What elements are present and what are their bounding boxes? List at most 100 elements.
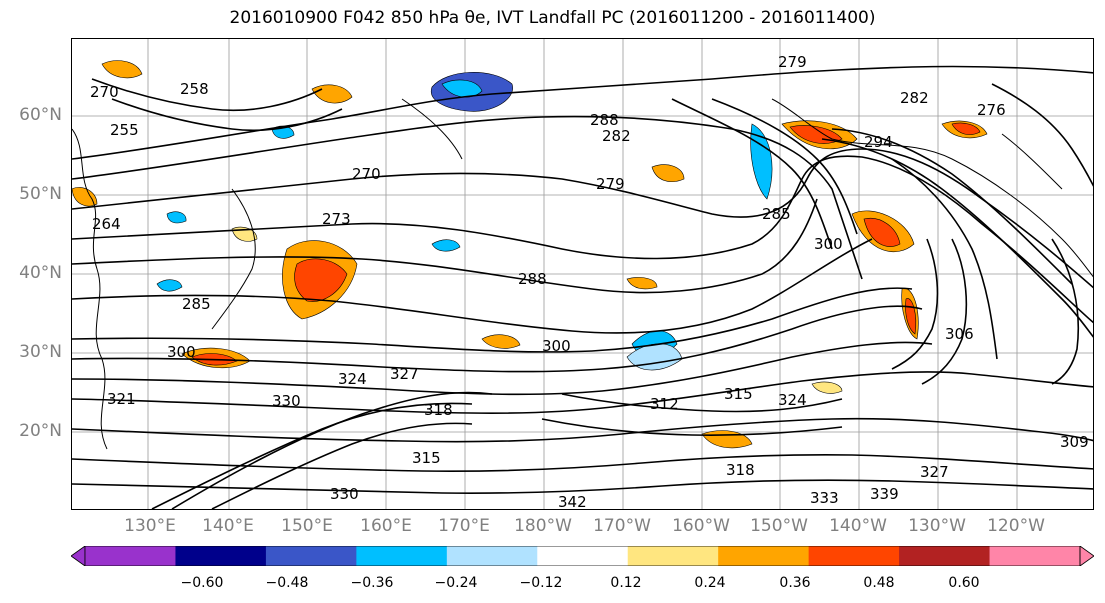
contour-label: 339 [870,485,899,503]
contour-label: 285 [762,205,791,223]
contour-labels: 270 258 255 264 270 273 285 288 300 300 … [90,53,1089,510]
contour-label: 321 [107,390,136,408]
positive-patch [626,277,658,290]
colorbar-segment [537,546,629,566]
theta-e-contours [72,65,1093,509]
colorbar-tick-label: 0.36 [779,575,811,591]
contour-label: 255 [110,121,139,139]
positive-patch [789,125,843,144]
colorbar-outline [84,546,1081,566]
contour-label: 318 [726,461,755,479]
colorbar-tick-label: 0.12 [610,575,642,591]
map-canvas: 270 258 255 264 270 273 285 288 300 300 … [72,39,1093,510]
lon-label: 140°E [202,516,254,536]
contour-label: 315 [724,385,753,403]
lon-label: 150°E [281,516,333,536]
contour-label: 324 [338,370,367,388]
negative-patch [441,79,483,98]
negative-patch [750,123,773,200]
lon-label: 160°E [360,516,412,536]
contour-label: 282 [900,89,929,107]
contour-label: 273 [322,210,351,228]
lon-label: 120°W [987,516,1045,536]
colorbar-segment [718,546,810,566]
colorbar [71,546,1094,566]
contour-label: 294 [864,133,893,151]
contour-label: 258 [180,80,209,98]
negative-patch [431,239,461,252]
colorbar-tick-label: −0.60 [180,575,224,591]
contour-label: 270 [352,165,381,183]
positive-patch [72,187,98,207]
lon-label: 160°W [672,516,730,536]
contour-label: 309 [1060,433,1089,451]
negative-patch [166,211,187,224]
contour-label: 288 [590,111,619,129]
positive-patch [481,334,521,349]
colorbar-extend-low [71,546,86,566]
lon-label: 170°E [438,516,490,536]
contour-label: 330 [272,392,301,410]
lon-label: 180°W [514,516,572,536]
contour-label: 264 [92,215,121,233]
positive-patch [311,84,353,104]
contour-label: 285 [182,295,211,313]
contour-label: 306 [945,325,974,343]
colorbar-tick-label: 0.24 [694,575,726,591]
contour-label: 312 [650,395,679,413]
positive-patch [951,122,981,135]
lat-label: 20°N [19,421,62,441]
contour-label: 288 [518,270,547,288]
contour-label: 279 [596,175,625,193]
shaded-anomaly-patches [72,60,988,449]
colorbar-segment [85,546,176,566]
lat-label: 40°N [19,263,62,283]
positive-patch [651,164,685,182]
contour-label: 282 [602,127,631,145]
colorbar-tick-label: −0.24 [434,575,478,591]
colorbar-tick-label: −0.12 [519,575,563,591]
coastlines [72,98,1093,450]
lon-label: 170°W [593,516,651,536]
positive-patch [863,217,901,247]
contour-label: 318 [424,401,453,419]
positive-patch [811,381,843,394]
contour-label: 279 [778,53,807,71]
positive-patch [294,258,348,302]
colorbar-tick-label: −0.36 [350,575,394,591]
positive-patch [701,430,753,449]
contour-label: 300 [542,337,571,355]
colorbar-segment [989,546,1081,566]
contour-label: 270 [90,83,119,101]
lon-label: 140°W [829,516,887,536]
lat-label: 30°N [19,342,62,362]
contour-label: 333 [810,489,839,507]
contour-label: 327 [920,463,949,481]
colorbar-segment [265,546,357,566]
colorbar-extend-high [1079,546,1094,566]
map-title: 2016010900 F042 850 hPa θe, IVT Landfall… [229,8,876,28]
lon-label: 130°E [124,516,176,536]
lat-label: 60°N [19,105,62,125]
colorbar-tick-label: 0.60 [948,575,980,591]
lon-label: 130°W [908,516,966,536]
colorbar-tick-label: −0.48 [265,575,309,591]
map-panel: 270 258 255 264 270 273 285 288 300 300 … [71,38,1094,510]
colorbar-segment [627,546,719,566]
colorbar-segment [446,546,538,566]
contour-label: 324 [778,391,807,409]
colorbar-segment [808,546,900,566]
contour-label: 342 [558,493,587,510]
lon-label: 150°W [750,516,808,536]
contour-label: 276 [977,101,1006,119]
contour-label: 327 [390,365,419,383]
contour-label: 330 [330,485,359,503]
colorbar-segment [899,546,991,566]
contour-label: 300 [814,235,843,253]
positive-patch [101,60,143,79]
colorbar-segment [175,546,267,566]
lat-label: 50°N [19,184,62,204]
contour-label: 300 [167,343,196,361]
contour-label: 315 [412,449,441,467]
colorbar-segment [356,546,448,566]
